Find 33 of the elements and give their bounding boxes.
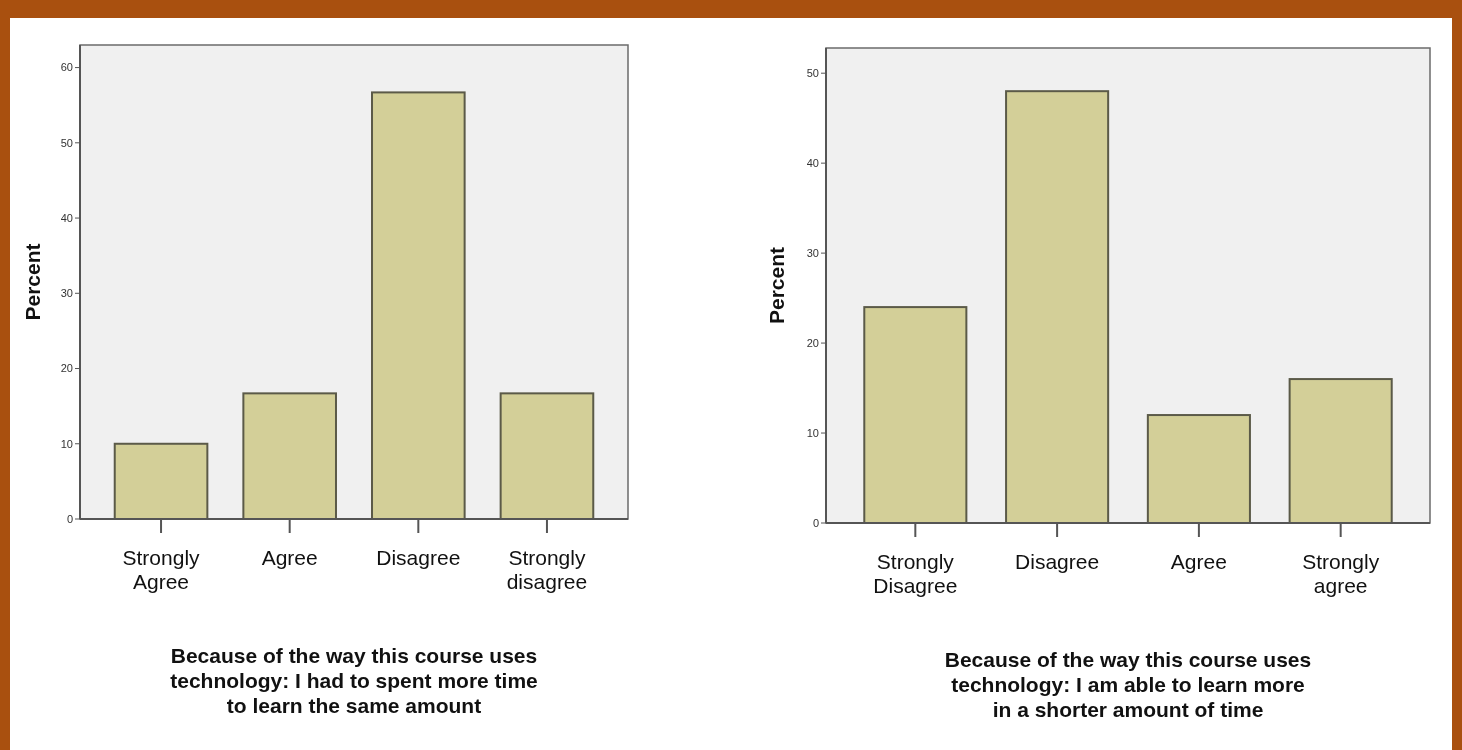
y-axis-title: Percent: [21, 243, 44, 321]
bar: [499, 392, 595, 520]
bar: [371, 91, 466, 520]
y-tick-label: 50: [60, 136, 73, 149]
y-tick-label: 40: [806, 157, 819, 169]
x-tick-label: Strongly Agree: [122, 546, 201, 593]
bar: [113, 442, 209, 520]
y-tick-label: 20: [806, 336, 819, 349]
bar: [1288, 378, 1393, 524]
y-tick-label: 10: [806, 426, 819, 439]
y-tick-label: 40: [60, 211, 73, 224]
y-tick-label: 0: [812, 516, 819, 529]
x-axis-title: Because of the way this course uses technology: I had to spent more time to learn the same amount: [170, 644, 538, 717]
x-axis-title: Because of the way this course uses technology: I am able to learn more in a shorter amount of time: [944, 648, 1312, 721]
y-tick-label: 60: [60, 61, 73, 74]
x-tick-label: Disagree: [376, 546, 461, 569]
y-tick-label: 30: [60, 287, 73, 300]
y-tick-label: 30: [806, 246, 819, 259]
x-tick-label: Strongly Disagree: [873, 550, 958, 597]
bar: [1005, 90, 1110, 524]
bar: [1146, 414, 1251, 524]
x-tick-label: Agree: [261, 546, 318, 569]
y-tick-label: 10: [60, 437, 73, 450]
y-tick-label: 20: [60, 362, 73, 375]
x-tick-label: Disagree: [1015, 550, 1100, 573]
y-axis-title: Percent: [765, 246, 788, 325]
x-tick-label: Strongly disagree: [506, 546, 588, 593]
y-tick-label: 0: [66, 512, 73, 525]
bar: [863, 306, 968, 524]
bar: [242, 392, 337, 520]
y-tick-label: 50: [806, 67, 819, 80]
x-tick-label: Agree: [1170, 550, 1227, 573]
x-tick-label: Strongly agree: [1302, 550, 1380, 597]
